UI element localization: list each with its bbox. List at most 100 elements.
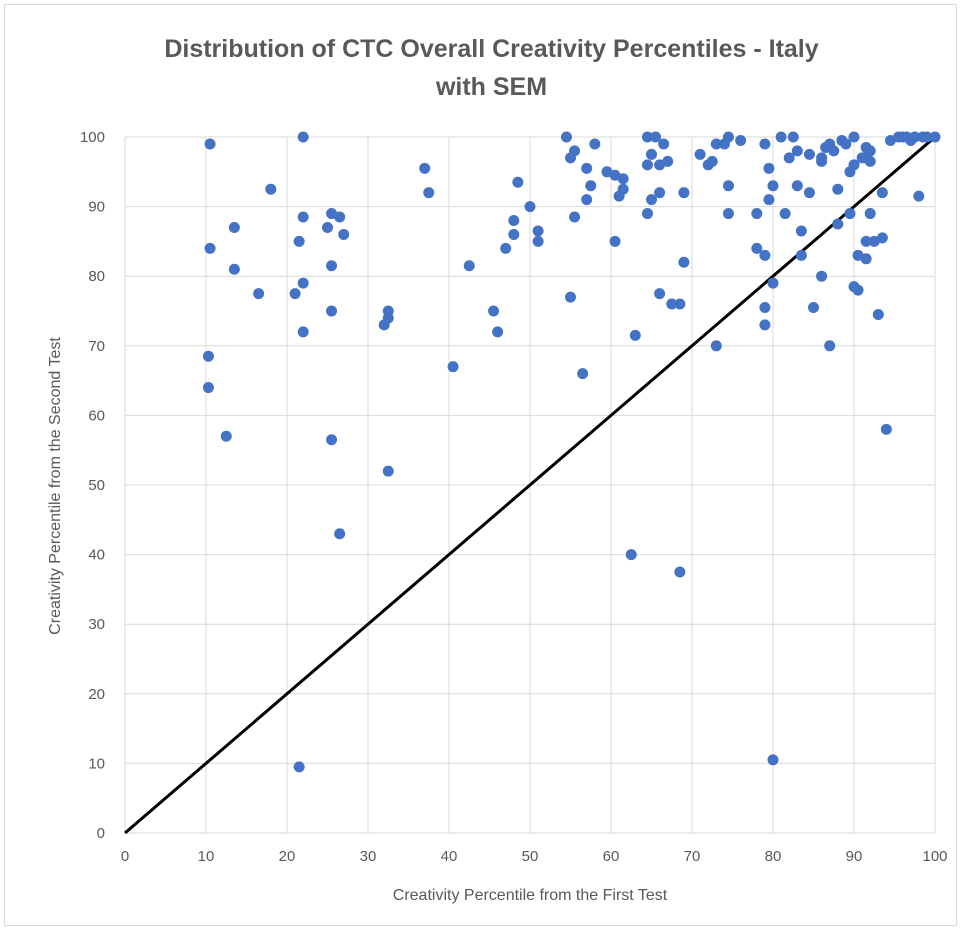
scatter-point: [204, 138, 216, 150]
scatter-point: [569, 145, 581, 157]
x-tick-label: 50: [522, 848, 539, 865]
scatter-point: [929, 131, 941, 143]
scatter-point: [228, 263, 240, 275]
scatter-point: [722, 131, 734, 143]
y-tick-label: 30: [88, 616, 105, 633]
scatter-point: [767, 180, 779, 192]
scatter-point: [204, 242, 216, 254]
x-tick-label: 10: [198, 848, 215, 865]
scatter-point: [569, 211, 581, 223]
y-tick-label: 70: [88, 338, 105, 355]
scatter-point: [508, 228, 520, 240]
data-points: [202, 131, 941, 773]
scatter-point: [860, 253, 872, 265]
x-tick-label: 20: [279, 848, 296, 865]
scatter-point: [382, 312, 394, 324]
scatter-point: [759, 319, 771, 331]
scatter-point: [706, 155, 718, 167]
scatter-point: [751, 242, 763, 254]
scatter-point: [293, 235, 305, 247]
scatter-point: [646, 148, 657, 160]
scatter-point: [791, 180, 803, 192]
scatter-point: [872, 308, 884, 320]
x-tick-label: 70: [684, 848, 701, 865]
scatter-point: [787, 131, 799, 143]
scatter-point: [816, 152, 828, 164]
x-axis-title: Creativity Percentile from the First Tes…: [393, 887, 668, 904]
scatter-point: [876, 187, 888, 199]
scatter-point: [641, 131, 653, 143]
scatter-point: [658, 138, 670, 150]
y-tick-label: 90: [88, 199, 105, 216]
scatter-point: [913, 190, 925, 202]
scatter-point: [560, 131, 572, 143]
scatter-point: [832, 218, 844, 230]
y-axis-title: Creativity Percentile from the Second Te…: [47, 337, 64, 635]
scatter-point: [532, 235, 544, 247]
scatter-point: [662, 155, 674, 167]
x-tick-label: 100: [922, 848, 947, 865]
x-tick-label: 30: [360, 848, 377, 865]
scatter-point: [678, 187, 690, 199]
y-tick-label: 20: [88, 686, 105, 703]
scatter-point: [710, 340, 722, 352]
y-tick-label: 100: [80, 129, 105, 146]
scatter-point: [921, 131, 933, 143]
scatter-point: [832, 183, 844, 195]
scatter-point: [463, 260, 475, 272]
scatter-point: [419, 162, 431, 174]
scatter-point: [864, 145, 876, 157]
x-tick-label: 0: [121, 848, 129, 865]
x-tick-label: 80: [765, 848, 782, 865]
scatter-point: [763, 162, 775, 174]
scatter-point: [293, 761, 305, 773]
scatter-point: [795, 249, 807, 261]
y-tick-label: 80: [88, 268, 105, 285]
scatter-point: [848, 131, 860, 143]
scatter-point: [512, 176, 524, 188]
scatter-point: [678, 256, 690, 268]
scatter-point: [864, 155, 876, 167]
scatter-point: [751, 208, 763, 220]
scatter-point: [581, 194, 593, 206]
scatter-point: [876, 232, 888, 244]
scatter-point: [508, 215, 520, 227]
scatter-point: [722, 180, 734, 192]
scatter-point: [654, 288, 666, 300]
scatter-point: [795, 225, 807, 237]
scatter-point: [710, 138, 722, 150]
scatter-point: [253, 288, 265, 300]
scatter-point: [500, 242, 512, 254]
scatter-point: [641, 208, 653, 220]
y-tick-label: 40: [88, 547, 105, 564]
scatter-point: [759, 138, 771, 150]
chart-title-line-2: with SEM: [435, 73, 548, 101]
scatter-point: [220, 430, 232, 442]
scatter-point: [322, 221, 333, 233]
scatter-point: [289, 288, 301, 300]
scatter-point: [864, 208, 876, 220]
scatter-point: [609, 235, 621, 247]
scatter-point: [423, 187, 435, 199]
scatter-point: [641, 159, 653, 171]
scatter-point: [565, 291, 576, 303]
scatter-point: [625, 549, 637, 561]
scatter-point: [382, 465, 394, 477]
scatter-point: [589, 138, 601, 150]
scatter-point: [326, 434, 338, 446]
scatter-point: [674, 298, 686, 310]
scatter-point: [840, 138, 852, 150]
scatter-point: [909, 131, 921, 143]
scatter-point: [824, 340, 836, 352]
scatter-point: [326, 260, 338, 272]
scatter-point: [297, 131, 309, 143]
scatter-point: [646, 194, 657, 206]
x-tick-label: 90: [846, 848, 863, 865]
scatter-point: [783, 152, 795, 164]
scatter-point: [326, 305, 338, 317]
y-tick-label: 0: [97, 825, 105, 842]
scatter-point: [844, 208, 856, 220]
scatter-point: [613, 190, 625, 202]
scatter-point: [488, 305, 500, 317]
scatter-point: [852, 284, 864, 296]
